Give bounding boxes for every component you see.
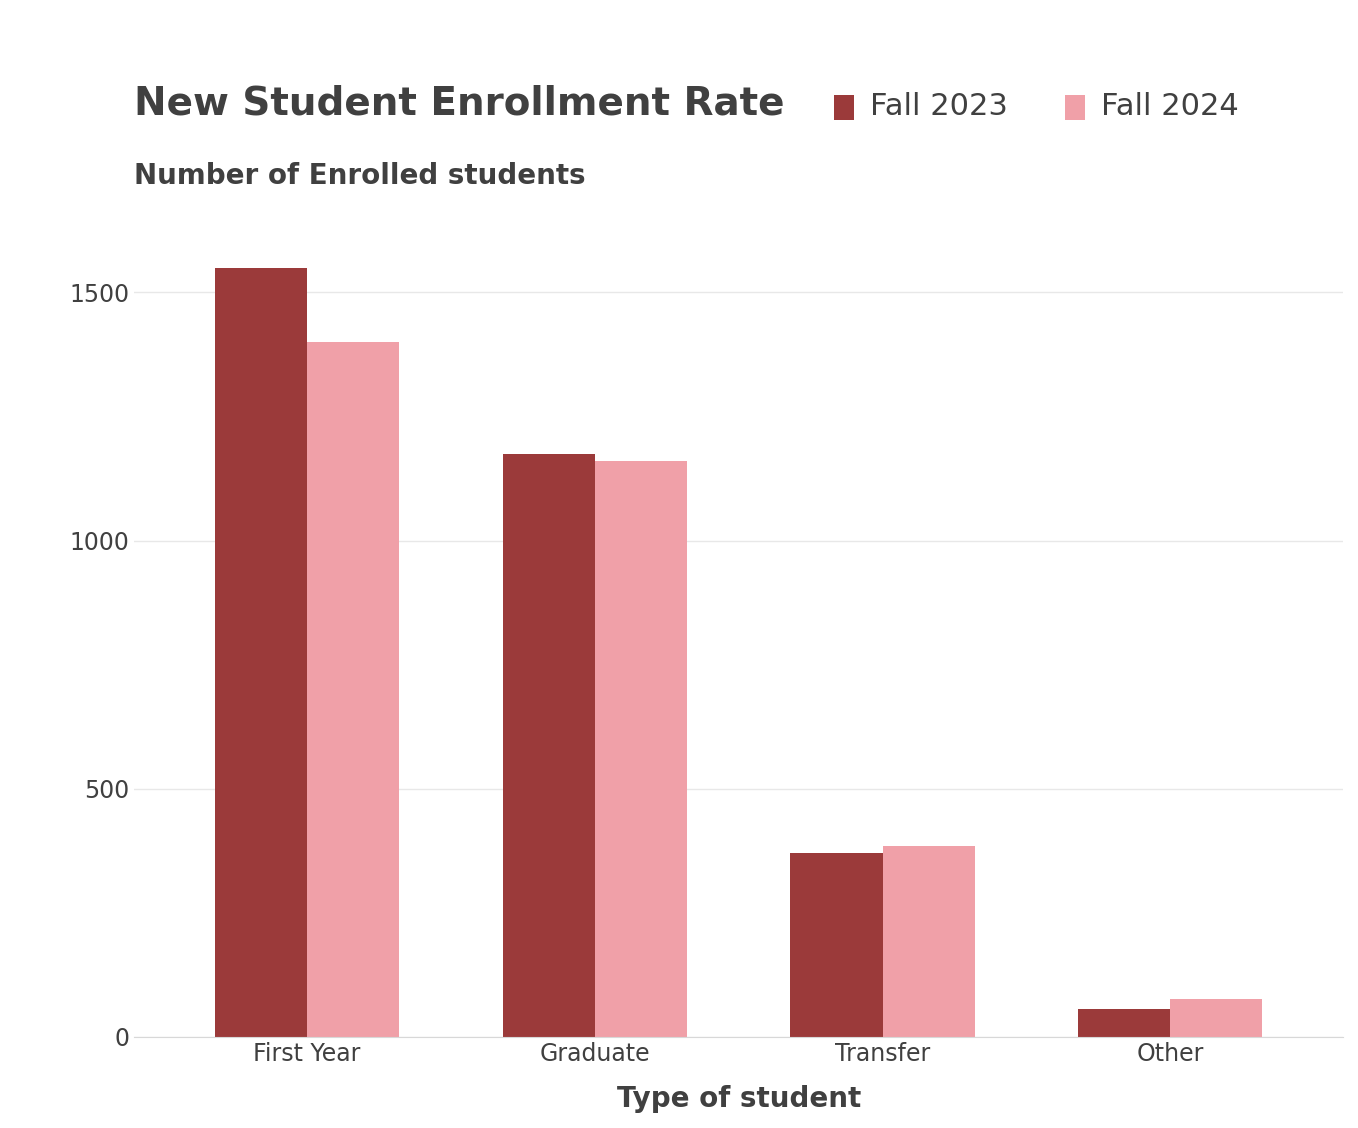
- Text: New Student Enrollment Rate: New Student Enrollment Rate: [134, 85, 785, 122]
- Text: Fall 2024: Fall 2024: [1101, 91, 1238, 121]
- Bar: [1171, 999, 1263, 1037]
- Bar: [595, 461, 687, 1037]
- Bar: [790, 853, 883, 1037]
- X-axis label: Type of student: Type of student: [617, 1085, 861, 1113]
- Bar: [1078, 1010, 1171, 1037]
- Bar: [307, 342, 399, 1037]
- Text: Fall 2023: Fall 2023: [870, 91, 1008, 121]
- Bar: [502, 453, 595, 1037]
- Bar: [883, 846, 975, 1037]
- Bar: [215, 267, 307, 1037]
- Text: Number of Enrolled students: Number of Enrolled students: [134, 161, 585, 190]
